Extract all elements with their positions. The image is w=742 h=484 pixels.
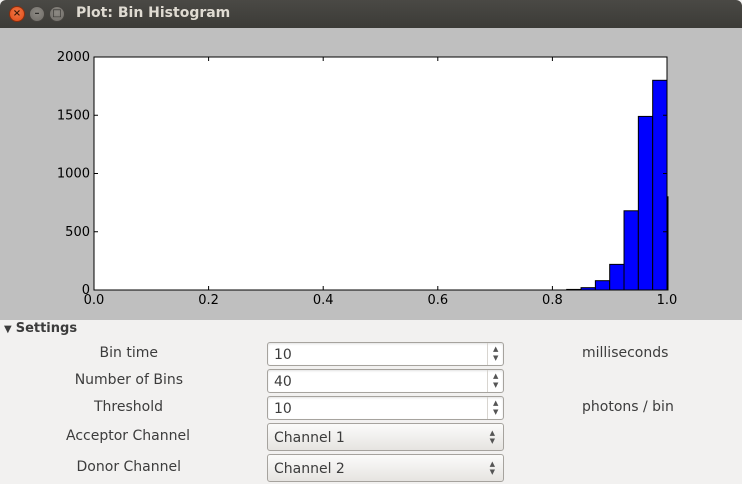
close-icon[interactable]: × (9, 6, 25, 22)
window-title: Plot: Bin Histogram (76, 5, 231, 21)
x-tick-label: 0.2 (198, 293, 219, 308)
x-tick-label: 0.0 (84, 293, 105, 308)
spin-up-icon[interactable]: ▲ (493, 345, 499, 353)
plot-area (94, 57, 667, 290)
maximize-icon[interactable]: □ (49, 6, 65, 22)
num-bins-spinbox[interactable]: 40 ▲ ▼ (267, 369, 504, 393)
x-tick-label: 0.6 (427, 293, 448, 308)
bin-time-label: Bin time (99, 345, 158, 361)
donor-channel-label: Donor Channel (76, 459, 181, 475)
donor-channel-value: Channel 2 (274, 461, 345, 477)
spin-up-icon[interactable]: ▲ (493, 399, 499, 407)
histogram-bar (623, 210, 639, 291)
spin-down-icon[interactable]: ▼ (493, 354, 499, 362)
y-tick-label: 1000 (57, 167, 90, 182)
num-bins-label: Number of Bins (74, 372, 183, 388)
histogram-bar (637, 115, 654, 291)
spin-buttons[interactable]: ▲ ▼ (487, 343, 503, 365)
bin-time-spinbox[interactable]: 10 ▲ ▼ (267, 342, 504, 366)
acceptor-channel-select[interactable]: Channel 1 ▲ ▼ (267, 423, 504, 451)
x-tick-label: 0.4 (313, 293, 334, 308)
bin-time-value: 10 (274, 347, 292, 363)
histogram-bar (594, 280, 611, 291)
updown-icon: ▲ ▼ (489, 429, 495, 445)
x-tick-label: 0.8 (542, 293, 563, 308)
threshold-value: 10 (274, 401, 292, 417)
minimize-icon[interactable]: – (29, 6, 45, 22)
acceptor-channel-label: Acceptor Channel (66, 428, 190, 444)
spin-buttons[interactable]: ▲ ▼ (487, 397, 503, 419)
spin-up-icon[interactable]: ▲ (493, 372, 499, 380)
spin-buttons[interactable]: ▲ ▼ (487, 370, 503, 392)
acceptor-channel-value: Channel 1 (274, 430, 345, 446)
spin-down-icon[interactable]: ▼ (493, 381, 499, 389)
y-tick-label: 2000 (57, 50, 90, 65)
x-tick-label: 1.0 (657, 293, 678, 308)
histogram-chart: 0.0 0.2 0.4 0.6 0.8 1.0 0 500 1000 1500 2000 (57, 50, 678, 308)
histogram-bar (652, 79, 668, 291)
triangle-down-icon: ▼ (4, 324, 12, 335)
settings-header-label: Settings (15, 321, 78, 336)
donor-channel-select[interactable]: Channel 2 ▲ ▼ (267, 454, 504, 482)
title-bar: × – □ Plot: Bin Histogram (0, 0, 742, 28)
threshold-label: Threshold (94, 399, 163, 415)
spin-down-icon[interactable]: ▼ (493, 408, 499, 416)
y-tick-label: 0 (82, 283, 90, 298)
y-tick-label: 500 (65, 225, 90, 240)
threshold-unit: photons / bin (582, 399, 674, 415)
threshold-spinbox[interactable]: 10 ▲ ▼ (267, 396, 504, 420)
y-tick-label: 1500 (57, 108, 90, 123)
settings-expander[interactable]: ▼ Settings (4, 321, 77, 336)
bin-time-unit: milliseconds (582, 345, 669, 361)
num-bins-value: 40 (274, 374, 292, 390)
updown-icon: ▲ ▼ (489, 460, 495, 476)
histogram-bar (609, 263, 625, 291)
